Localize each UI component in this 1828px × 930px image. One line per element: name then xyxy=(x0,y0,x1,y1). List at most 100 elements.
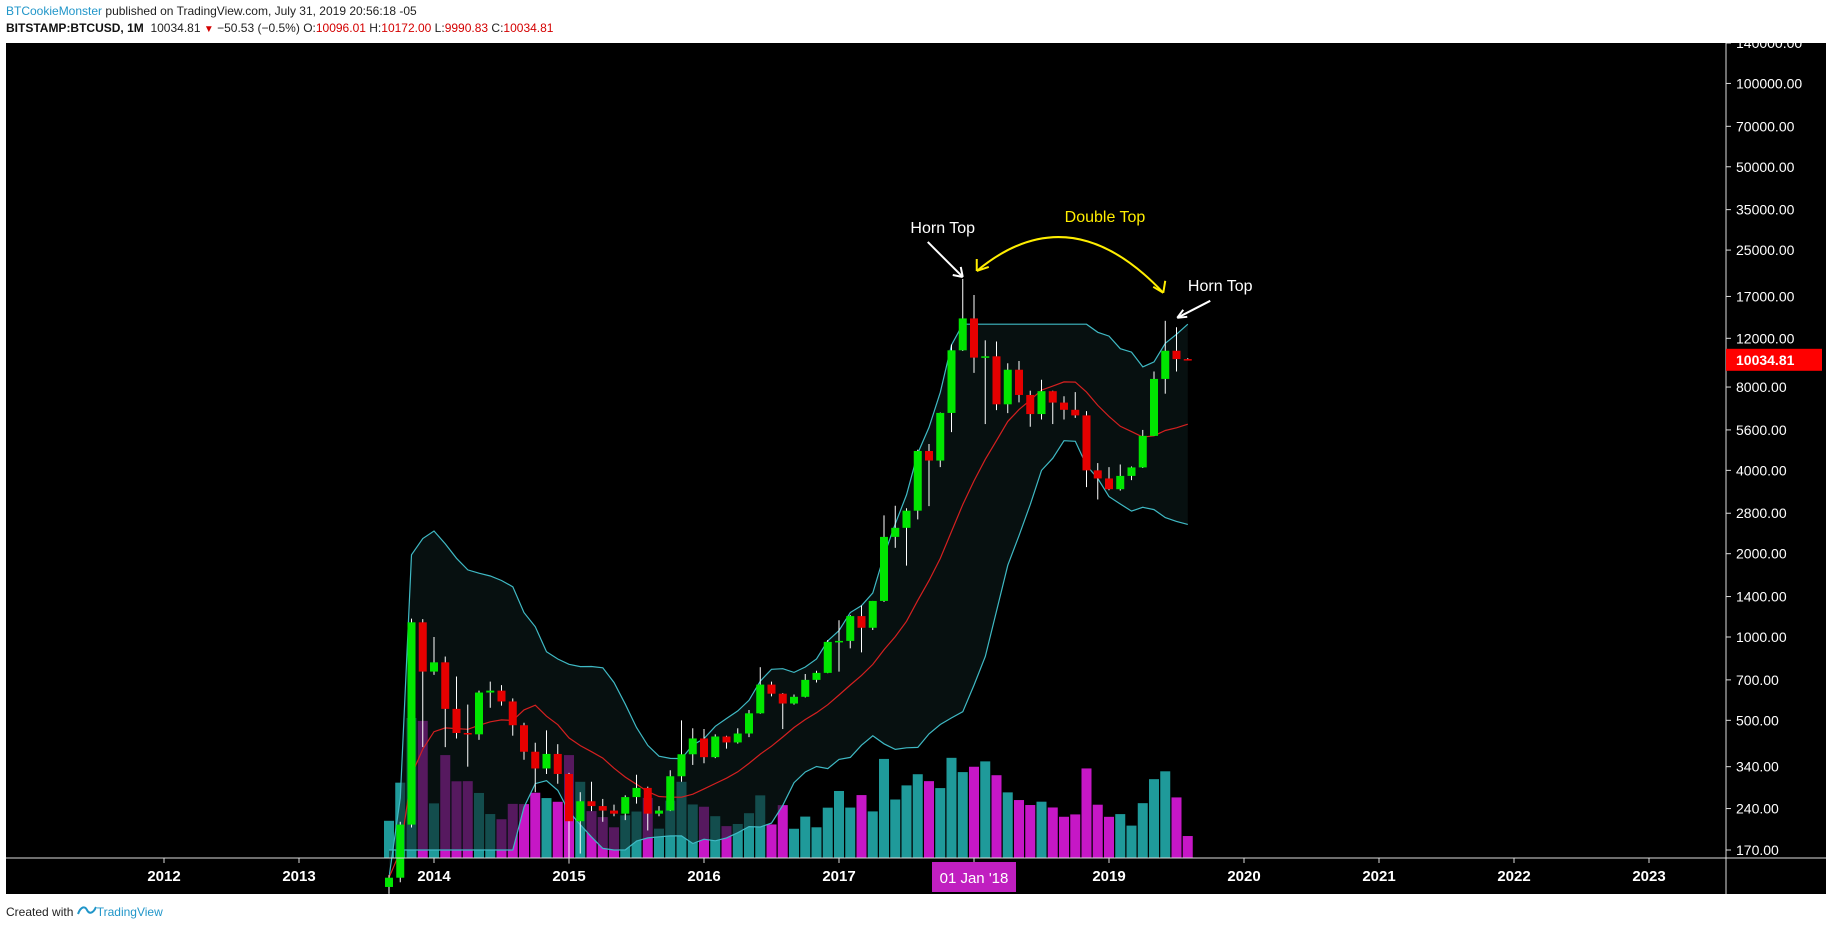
upper-band-line xyxy=(388,323,1189,878)
y-tick-label: 240.00 xyxy=(1736,801,1779,817)
candle-body xyxy=(1127,467,1136,476)
y-tick-label: 17000.00 xyxy=(1736,288,1795,304)
y-tick-label: 70000.00 xyxy=(1736,118,1795,134)
volume-bar xyxy=(1002,792,1013,858)
horn-top-arrow xyxy=(927,241,964,278)
volume-bar xyxy=(530,792,541,858)
candle-body xyxy=(1116,475,1125,490)
y-tick-label: 1000.00 xyxy=(1736,629,1787,645)
volume-bar xyxy=(1070,814,1081,858)
volume-bar xyxy=(946,757,957,858)
volume-bar xyxy=(1092,804,1103,858)
symbol-label[interactable]: BITSTAMP:BTCUSD, 1M xyxy=(6,21,144,35)
volume-bar xyxy=(654,828,664,858)
candle-body xyxy=(801,679,810,697)
candle-body xyxy=(621,797,630,814)
volume-bar xyxy=(924,781,934,858)
volume-bar xyxy=(1059,816,1069,858)
candle-body xyxy=(958,318,967,351)
volume-bar xyxy=(789,828,799,858)
y-tick-label: 340.00 xyxy=(1736,759,1779,775)
x-tick-label: 2012 xyxy=(147,868,180,885)
volume-bar xyxy=(1081,768,1092,858)
volume-bar xyxy=(1149,779,1159,858)
candle-body xyxy=(902,510,911,528)
volume-bar xyxy=(1137,803,1148,858)
candle-body xyxy=(868,600,877,628)
y-tick-label: 35000.00 xyxy=(1736,202,1795,218)
horn-top-label: Horn Top xyxy=(1188,278,1253,295)
bollinger-bands xyxy=(388,323,1189,878)
candle-body xyxy=(846,616,855,641)
candle-body xyxy=(880,536,888,601)
y-tick-label: 2800.00 xyxy=(1736,505,1787,521)
lower-band-line xyxy=(389,440,1188,851)
volume-bar xyxy=(991,775,1002,858)
candle-body xyxy=(1082,415,1091,471)
candle-body xyxy=(418,622,427,672)
candle-body xyxy=(666,776,675,811)
candle-body xyxy=(430,662,438,672)
volume-bar xyxy=(811,827,822,858)
candle-body xyxy=(463,732,472,735)
volume-bar xyxy=(867,811,878,858)
volume-bar xyxy=(980,761,991,858)
candle-body xyxy=(632,787,641,798)
candle-body xyxy=(486,690,495,693)
horn-top-arrow xyxy=(1176,299,1211,319)
volume-bar xyxy=(879,758,889,858)
footer: Created with TradingView xyxy=(6,904,163,919)
published-text: published on TradingView.com, July 31, 2… xyxy=(105,4,417,18)
volume-bar xyxy=(935,788,946,858)
x-tick-label: 2015 xyxy=(552,868,585,885)
volume-bar xyxy=(822,807,833,858)
created-with-label: Created with xyxy=(6,905,74,919)
volume-bar xyxy=(845,807,856,858)
tradingview-link[interactable]: TradingView xyxy=(96,905,163,919)
x-tick-label: 2016 xyxy=(687,868,720,885)
price-change: −50.53 (−0.5%) xyxy=(217,21,300,35)
x-tick-label: 2017 xyxy=(822,868,855,885)
volume-bar xyxy=(777,805,788,858)
candle-body xyxy=(835,640,843,643)
candle-body xyxy=(1037,391,1046,415)
candle-body xyxy=(1150,378,1158,436)
candle-body xyxy=(452,708,461,733)
close-value: 10034.81 xyxy=(503,21,554,35)
candle-body xyxy=(992,356,1001,405)
author-link[interactable]: BTCookieMonster xyxy=(6,4,103,18)
volume-bar xyxy=(732,823,743,858)
volume-bar xyxy=(766,824,777,858)
volume-bar xyxy=(744,813,754,858)
candle-body xyxy=(711,736,720,758)
candle-body xyxy=(1161,350,1170,379)
candle-body xyxy=(778,693,787,704)
x-tick-label: 2014 xyxy=(417,868,451,885)
volume-bar xyxy=(1014,800,1024,858)
volume-bar xyxy=(541,798,552,858)
tradingview-logo-icon xyxy=(76,905,97,919)
y-tick-label: 50000.00 xyxy=(1736,159,1795,175)
volume-bar xyxy=(1047,807,1058,858)
publish-header: BTCookieMonster published on TradingView… xyxy=(6,4,417,18)
x-tick-label: 2019 xyxy=(1092,868,1125,885)
candle-body xyxy=(688,738,697,755)
y-tick-label: 500.00 xyxy=(1736,712,1779,728)
candle-body xyxy=(981,356,990,358)
crosshair-date-tag xyxy=(932,862,1016,892)
y-tick-label: 2000.00 xyxy=(1736,546,1787,562)
candle-body xyxy=(970,318,978,358)
volume-bar xyxy=(1160,771,1171,858)
candles xyxy=(385,278,1192,894)
candle-body xyxy=(531,751,540,769)
candle-body xyxy=(1138,435,1147,468)
price-chart[interactable]: Horn Top Horn Top Double Top 140000.00 1000… xyxy=(6,43,1826,894)
volume-bar xyxy=(969,766,979,858)
high-label: H: xyxy=(369,21,382,35)
ohlc-legend: BITSTAMP:BTCUSD, 1M 10034.81 ▼ −50.53 (−… xyxy=(6,21,553,35)
low-value: 9990.83 xyxy=(444,21,489,35)
candle-body xyxy=(925,450,933,461)
candle-body xyxy=(857,616,866,628)
x-tick-label: 2021 xyxy=(1362,868,1395,885)
high-value: 10172.00 xyxy=(381,21,432,35)
